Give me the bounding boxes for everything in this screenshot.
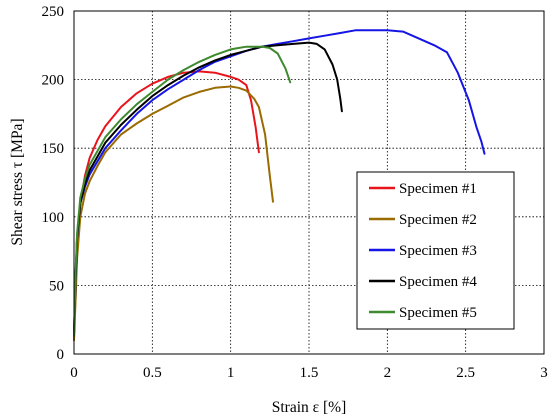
series-line-specimen-4 [73, 41, 343, 336]
y-tick-label: 0 [57, 347, 65, 363]
plot-frame [73, 10, 545, 355]
series-line-specimen-1 [73, 70, 260, 339]
x-tick-label: 0 [70, 365, 78, 381]
y-axis-title: Shear stress τ [MPa] [9, 118, 26, 245]
x-tick-label: 3 [540, 365, 548, 381]
x-tick-label: 0.5 [143, 365, 162, 381]
legend-items: Specimen #1 Specimen #2 Specimen #3 Specime… [369, 181, 477, 321]
x-tick-label: 1 [227, 365, 235, 381]
legend-label: Specimen #3 [399, 243, 477, 259]
legend-label: Specimen #4 [399, 274, 477, 290]
legend-entry: Specimen #1 [369, 181, 477, 197]
y-tick-label: 200 [42, 73, 65, 89]
plot-series [73, 29, 486, 342]
y-tick-label: 50 [49, 278, 64, 294]
tick-labels: 0 0.5 1 1.5 2 2.5 3 0 50 100 150 200 250 [42, 4, 548, 381]
legend-entry: Specimen #4 [369, 274, 477, 290]
x-tick-label: 2 [384, 365, 392, 381]
legend: Specimen #1 Specimen #2 Specimen #3 Specime… [356, 171, 515, 330]
y-tick-label: 100 [42, 210, 65, 226]
x-axis-title: Strain ε [%] [272, 399, 347, 416]
legend-box [356, 171, 515, 330]
legend-entry: Specimen #2 [369, 212, 477, 228]
y-tick-label: 250 [42, 4, 65, 20]
legend-label: Specimen #1 [399, 181, 477, 197]
y-tick-label: 150 [42, 141, 65, 157]
x-tick-label: 2.5 [456, 365, 475, 381]
legend-label: Specimen #2 [399, 212, 477, 228]
legend-entry: Specimen #3 [369, 243, 477, 259]
series-line-specimen-2 [73, 85, 274, 342]
x-tick-label: 1.5 [300, 365, 319, 381]
legend-entry: Specimen #5 [369, 305, 477, 321]
legend-label: Specimen #5 [399, 305, 477, 321]
series-line-specimen-5 [73, 45, 292, 336]
